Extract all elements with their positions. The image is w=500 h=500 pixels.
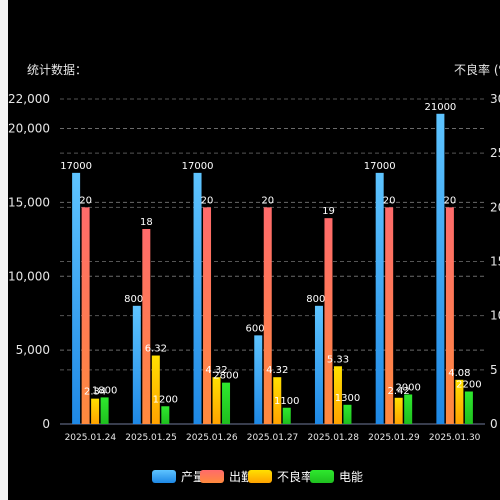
legend-swatch [152,470,176,483]
data-label: 20 [79,195,92,206]
data-label: 2.34 [84,387,106,398]
x-tick-label: 2025.01.26 [186,433,238,443]
data-label: 1200 [153,394,178,405]
bar-电能 [282,407,291,424]
legend-label: 电能 [339,470,363,484]
right-tick-label: 0 [490,417,498,431]
data-label: 2000 [395,382,420,393]
data-label: 17000 [60,161,92,172]
data-label: 21000 [424,102,456,113]
data-label: 2200 [456,380,481,391]
bar-出勤 [445,207,454,424]
x-tick-label: 2025.01.27 [247,433,299,443]
bar-出勤 [324,218,333,424]
data-label: 1800 [92,385,117,396]
bar-电能 [464,391,473,424]
bar-产量 [375,172,384,424]
legend-swatch [248,470,272,483]
bar-出勤 [263,207,272,424]
bar-出勤 [385,207,394,424]
data-label: 20 [444,195,457,206]
data-label: 1100 [274,396,299,407]
data-label: 20 [261,195,274,206]
bar-不良率 [333,366,342,424]
legend-swatch [310,470,334,483]
bar-产量 [314,305,323,424]
data-label: 17000 [182,161,214,172]
bar-出勤 [203,207,212,424]
legend-label: 产量 [181,470,205,484]
data-label: 18 [140,217,153,228]
data-label: 5.33 [327,354,349,365]
right-tick-label: 5 [490,363,498,377]
left-axis-title: 统计数据： [27,63,88,77]
data-label: 6000 [246,323,271,334]
bar-不良率 [212,377,221,424]
data-label: 4.08 [448,368,470,379]
right-tick-label: 10 [490,309,500,323]
data-label: 6.32 [145,344,167,355]
bar-产量 [254,335,263,424]
data-label: 17000 [364,161,396,172]
chart-panel [8,0,500,500]
data-label: 2.42 [388,386,410,397]
data-label: 1300 [335,393,360,404]
right-tick-label: 15 [490,255,500,269]
legend-label: 出勤 [229,470,253,484]
data-label: 19 [322,206,335,217]
legend-swatch [200,470,224,483]
bar-产量 [436,113,445,424]
right-axis-title: 不良率 (%) [454,63,500,77]
bar-产量 [72,172,81,424]
bar-不良率 [394,397,403,424]
left-tick-label: 0 [42,417,50,431]
x-tick-label: 2025.01.30 [429,433,481,443]
x-tick-label: 2025.01.28 [307,433,359,443]
bar-电能 [100,397,109,424]
data-label: 8000 [306,294,331,305]
x-tick-label: 2025.01.24 [65,433,117,443]
bar-不良率 [151,355,160,424]
data-label: 2800 [213,371,238,382]
bar-不良率 [273,377,282,424]
bar-产量 [132,305,141,424]
bar-不良率 [455,379,464,424]
left-tick-label: 22,000 [8,92,50,106]
right-tick-label: 25 [490,146,500,160]
data-label: 4.32 [205,365,227,376]
bar-电能 [404,394,413,424]
bar-电能 [161,406,170,424]
bar-电能 [343,404,352,424]
data-label: 20 [383,195,396,206]
left-tick-label: 5,000 [16,343,50,357]
data-label: 4.32 [266,365,288,376]
x-tick-label: 2025.01.29 [368,433,420,443]
bar-不良率 [91,398,100,424]
left-tick-label: 20,000 [8,122,50,136]
bar-产量 [193,172,202,424]
right-tick-label: 30 [490,92,500,106]
bar-出勤 [142,229,151,424]
left-tick-label: 15,000 [8,195,50,209]
right-tick-label: 20 [490,200,500,214]
left-tick-label: 10,000 [8,269,50,283]
bar-出勤 [81,207,90,424]
bar-电能 [222,382,231,424]
x-tick-label: 2025.01.25 [125,433,177,443]
window-edge [0,0,8,500]
legend-label: 不良率 [277,469,313,484]
data-label: 20 [201,195,214,206]
data-label: 8000 [124,294,149,305]
